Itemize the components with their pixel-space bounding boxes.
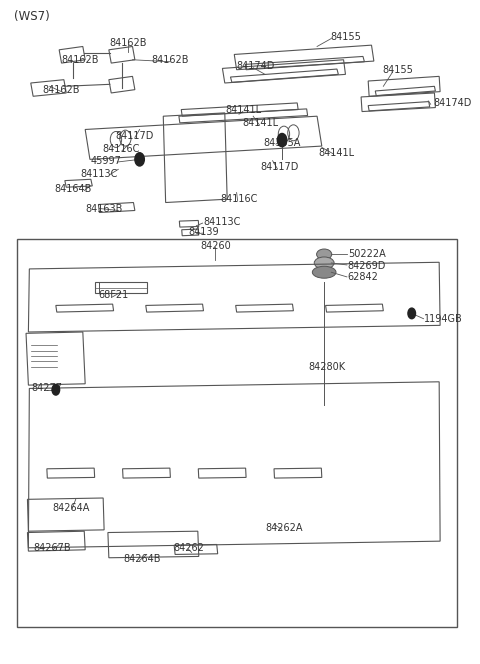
Text: 62842: 62842	[348, 272, 379, 282]
Text: 84262A: 84262A	[265, 523, 303, 533]
Text: 84280K: 84280K	[308, 361, 345, 372]
Text: 84113C: 84113C	[204, 216, 241, 227]
Text: 84264A: 84264A	[52, 503, 90, 513]
Text: 84264B: 84264B	[123, 554, 161, 564]
Text: 84267B: 84267B	[33, 542, 71, 553]
Text: 68F21: 68F21	[98, 290, 129, 301]
Text: 50222A: 50222A	[348, 248, 385, 259]
Circle shape	[277, 133, 287, 147]
Text: (WS7): (WS7)	[14, 10, 50, 23]
Text: 84117D: 84117D	[116, 131, 154, 141]
Text: 84162B: 84162B	[152, 54, 189, 65]
Text: 84174D: 84174D	[433, 98, 471, 108]
Text: 84174D: 84174D	[236, 61, 275, 72]
Text: 84139: 84139	[188, 227, 219, 238]
Text: 84162B: 84162B	[62, 54, 99, 65]
Text: 1194GB: 1194GB	[423, 313, 462, 324]
Ellipse shape	[317, 249, 332, 260]
Text: 84141L: 84141L	[242, 118, 278, 128]
Text: 84155: 84155	[330, 31, 361, 42]
Text: 84260: 84260	[200, 240, 231, 251]
Text: 84269D: 84269D	[348, 260, 386, 271]
Text: 84135A: 84135A	[263, 137, 300, 148]
Circle shape	[52, 384, 60, 395]
Text: 84262: 84262	[174, 542, 205, 553]
Text: 84141L: 84141L	[226, 104, 262, 115]
Text: 84162B: 84162B	[109, 38, 146, 48]
Text: 84117D: 84117D	[260, 162, 299, 173]
Text: 84155: 84155	[382, 64, 413, 75]
Text: 84116C: 84116C	[220, 194, 258, 205]
Ellipse shape	[312, 266, 336, 278]
Text: 84116C: 84116C	[102, 144, 139, 155]
Circle shape	[408, 308, 416, 319]
Text: 84277: 84277	[32, 383, 63, 394]
Ellipse shape	[314, 257, 334, 269]
Text: 45997: 45997	[91, 156, 122, 167]
Text: 84162B: 84162B	[43, 84, 80, 95]
Text: 84141L: 84141L	[318, 147, 354, 158]
Text: 84163B: 84163B	[85, 204, 123, 214]
Circle shape	[135, 153, 144, 166]
Text: 84164B: 84164B	[55, 184, 92, 195]
Text: 84113C: 84113C	[81, 169, 118, 179]
